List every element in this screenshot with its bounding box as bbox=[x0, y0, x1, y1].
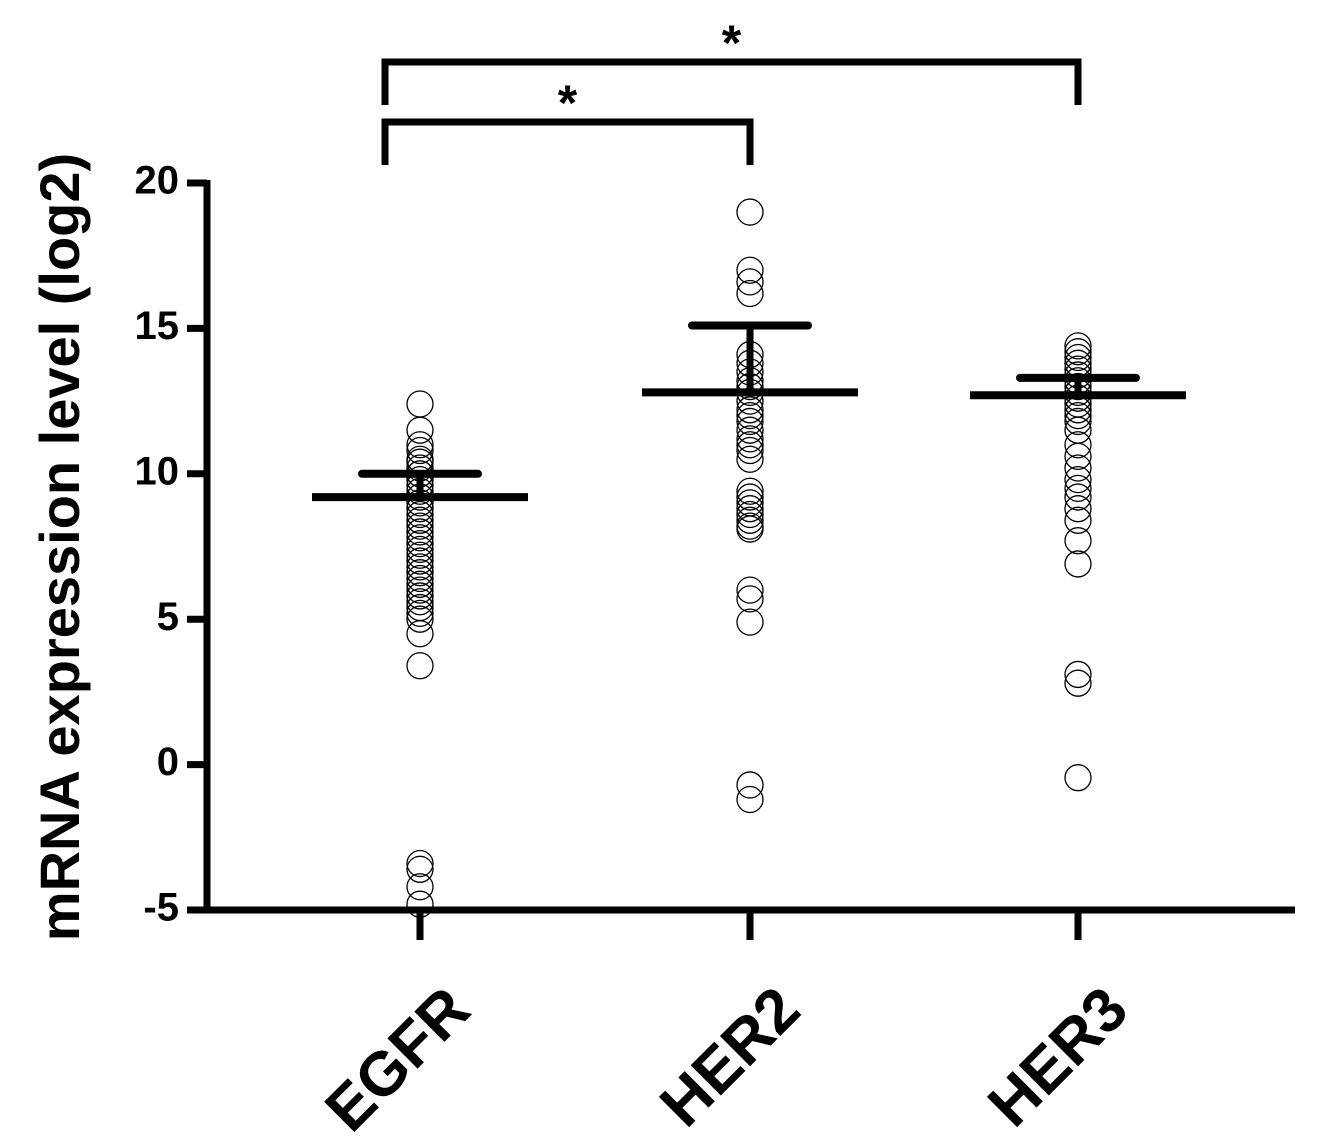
data-point bbox=[736, 477, 764, 505]
data-point bbox=[736, 445, 764, 473]
data-point bbox=[406, 547, 434, 575]
data-point bbox=[406, 855, 434, 883]
data-point bbox=[406, 553, 434, 581]
data-point bbox=[736, 436, 764, 465]
data-point bbox=[736, 489, 764, 517]
data-point bbox=[1064, 343, 1092, 372]
data-point bbox=[406, 431, 434, 459]
data-point bbox=[406, 605, 434, 633]
data-point bbox=[1064, 465, 1092, 494]
data-point bbox=[406, 529, 434, 558]
data-point bbox=[736, 771, 764, 799]
data-point bbox=[1064, 483, 1092, 511]
data-point bbox=[1064, 401, 1092, 430]
data-point bbox=[736, 495, 764, 523]
significance-bracket bbox=[381, 58, 1082, 105]
data-point bbox=[406, 500, 434, 529]
y-tick-label: 10 bbox=[135, 449, 180, 493]
data-point bbox=[736, 407, 764, 436]
data-point bbox=[736, 500, 764, 529]
data-point bbox=[736, 515, 764, 543]
data-point bbox=[736, 785, 764, 814]
data-point bbox=[736, 416, 764, 444]
data-point bbox=[406, 416, 434, 444]
data-point bbox=[406, 541, 434, 569]
y-tick-label: -5 bbox=[143, 886, 179, 930]
y-tick-label: 20 bbox=[135, 159, 180, 203]
data-point bbox=[406, 576, 434, 604]
y-tick-label: 0 bbox=[157, 740, 179, 784]
data-point bbox=[406, 593, 434, 622]
data-point bbox=[1064, 660, 1092, 689]
data-point bbox=[406, 559, 434, 587]
data-point bbox=[736, 585, 764, 613]
data-point bbox=[1064, 550, 1092, 578]
x-tick-label: HER2 bbox=[647, 974, 813, 1140]
data-point bbox=[406, 524, 434, 552]
data-point bbox=[406, 652, 434, 680]
data-point bbox=[736, 608, 764, 636]
data-point bbox=[1064, 372, 1092, 401]
data-point bbox=[1064, 442, 1092, 471]
data-point bbox=[406, 570, 434, 598]
data-point bbox=[1064, 349, 1092, 377]
data-point bbox=[1064, 396, 1092, 424]
data-point bbox=[736, 198, 764, 226]
data-point bbox=[1064, 474, 1092, 502]
data-point bbox=[406, 849, 434, 878]
significance-label: * bbox=[558, 75, 578, 131]
data-point bbox=[736, 401, 764, 430]
data-point bbox=[1064, 527, 1092, 555]
data-point bbox=[736, 431, 764, 459]
data-point bbox=[736, 396, 764, 424]
significance-label: * bbox=[722, 15, 742, 71]
data-point bbox=[736, 425, 764, 453]
data-point bbox=[1064, 332, 1092, 360]
y-tick-label: 5 bbox=[157, 595, 179, 639]
data-point bbox=[736, 268, 764, 296]
data-point bbox=[406, 506, 434, 534]
data-point bbox=[736, 256, 764, 284]
data-point bbox=[406, 512, 434, 540]
y-axis-label: mRNA expression level (log2) bbox=[28, 153, 91, 941]
data-point bbox=[406, 436, 434, 465]
data-point bbox=[406, 390, 434, 418]
data-point bbox=[736, 483, 764, 511]
data-point bbox=[1064, 338, 1092, 366]
data-point bbox=[736, 279, 764, 308]
y-tick-label: 15 bbox=[135, 304, 180, 348]
data-point bbox=[406, 564, 434, 593]
data-point bbox=[406, 535, 434, 564]
data-point bbox=[406, 588, 434, 616]
x-tick-label: HER3 bbox=[975, 974, 1141, 1140]
data-point bbox=[736, 512, 764, 540]
data-point bbox=[1064, 764, 1092, 792]
significance-bracket bbox=[381, 118, 754, 165]
data-point bbox=[406, 873, 434, 901]
data-point bbox=[406, 599, 434, 628]
data-point bbox=[1064, 431, 1092, 459]
data-point bbox=[406, 890, 434, 918]
data-point bbox=[406, 518, 434, 546]
data-point bbox=[1064, 495, 1092, 523]
data-point bbox=[406, 582, 434, 610]
data-point bbox=[1064, 669, 1092, 697]
data-point bbox=[736, 576, 764, 604]
data-point bbox=[406, 620, 434, 648]
x-tick-label: EGFR bbox=[312, 974, 483, 1142]
data-point bbox=[1064, 407, 1092, 436]
data-point bbox=[736, 506, 764, 534]
data-point bbox=[1064, 454, 1092, 482]
data-point bbox=[1064, 506, 1092, 534]
